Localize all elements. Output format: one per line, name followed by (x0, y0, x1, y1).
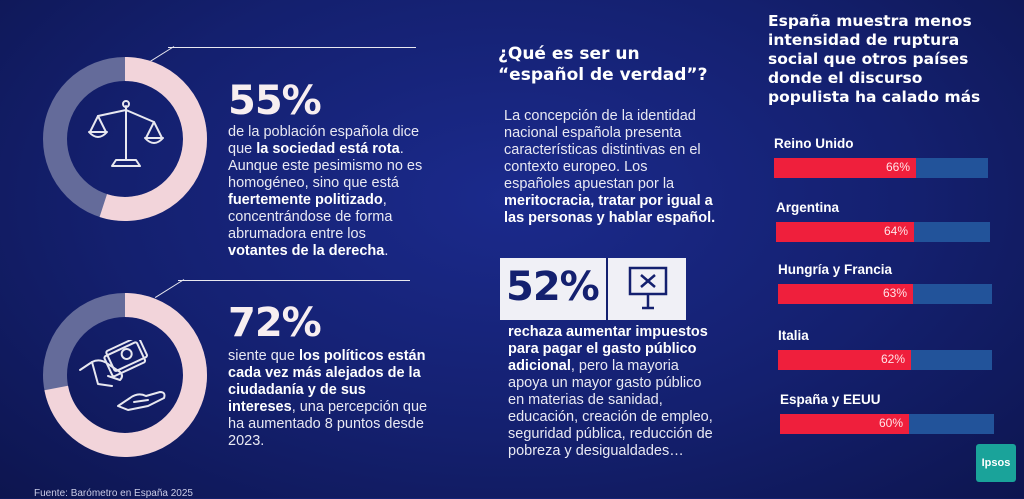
bar-label: Hungría y Francia (778, 262, 893, 277)
middle-text-b: meritocracia, tratar por igual a las per… (504, 193, 716, 226)
hand-money-icon (79, 340, 166, 411)
stat2-value: 72% (228, 300, 322, 346)
bar: 60% (780, 414, 909, 434)
stat1-text-c: . Aunque este pesimismo no es homogéneo,… (228, 141, 423, 191)
bar-value-label: 63% (882, 286, 907, 300)
stat2-text: siente que los políticos están cada vez … (228, 348, 428, 450)
middle-title: ¿Qué es ser un “español de verdad”? (498, 44, 718, 86)
middle-text-a: La concepción de la identidad nacional e… (504, 108, 701, 192)
middle-title-line2: “español de verdad”? (498, 65, 708, 85)
stat2-text-a: siente que (228, 348, 299, 364)
stat1-text-d: fuertemente politizado (228, 192, 383, 208)
stat1-text-a: de la población española dice que (228, 124, 420, 157)
stat3-box-divider (606, 258, 608, 320)
stat2-text-b: los políticos están cada vez más alejado… (228, 348, 426, 415)
middle-title-line1: ¿Qué es ser un (498, 44, 640, 64)
stat1-text-b: la sociedad está rota (256, 141, 400, 157)
bar-track: 60% (780, 414, 994, 434)
bar-value-label: 64% (883, 224, 908, 238)
bar-label: España y EEUU (780, 392, 881, 407)
stat3-text-b: , pero la mayoria apoya un mayor gasto p… (508, 358, 713, 459)
stat3-text: rechaza aumentar impuestos para pagar el… (508, 324, 718, 460)
right-title: España muestra menos intensidad de ruptu… (768, 12, 981, 106)
scales-icon (88, 100, 164, 167)
bar-value-label: 62% (880, 352, 905, 366)
stat2-text-c: , una percepción que ha aumentado 8 punt… (228, 399, 428, 449)
stat1-text: de la población española dice que la soc… (228, 124, 428, 260)
donut-chart-55 (43, 57, 207, 221)
stat1-text-e: , concentrándose de forma abrumadora ent… (228, 192, 393, 242)
source-note: Fuente: Barómetro en España 2025 (34, 488, 193, 499)
ipsos-logo: Ipsos (976, 444, 1016, 482)
bar-track: 64% (776, 222, 990, 242)
bar: 63% (778, 284, 913, 304)
bar: 62% (778, 350, 911, 370)
donut-chart-72 (43, 293, 207, 457)
stat1-text-g: . (384, 243, 389, 259)
bar: 66% (774, 158, 916, 178)
divider-line (168, 47, 416, 48)
bar-label: Argentina (776, 200, 840, 215)
stat3-text-a: rechaza aumentar impuestos para pagar el… (508, 324, 708, 374)
bar-track: 66% (774, 158, 988, 178)
ipsos-logo-text: Ipsos (981, 457, 1011, 469)
stat1-text-f: votantes de la derecha (228, 243, 385, 259)
bar-value-label: 66% (885, 160, 910, 174)
bar-track: 62% (778, 350, 992, 370)
bar: 64% (776, 222, 914, 242)
middle-text: La concepción de la identidad nacional e… (504, 108, 716, 227)
stat3-value: 52% (506, 264, 600, 310)
bar-value-label: 60% (878, 416, 903, 430)
divider-line (178, 280, 410, 281)
stat1-value: 55% (228, 78, 322, 124)
sign-x-icon (628, 266, 668, 310)
bar-track: 63% (778, 284, 992, 304)
bar-label: Italia (778, 328, 809, 343)
bar-label: Reino Unido (774, 136, 854, 151)
